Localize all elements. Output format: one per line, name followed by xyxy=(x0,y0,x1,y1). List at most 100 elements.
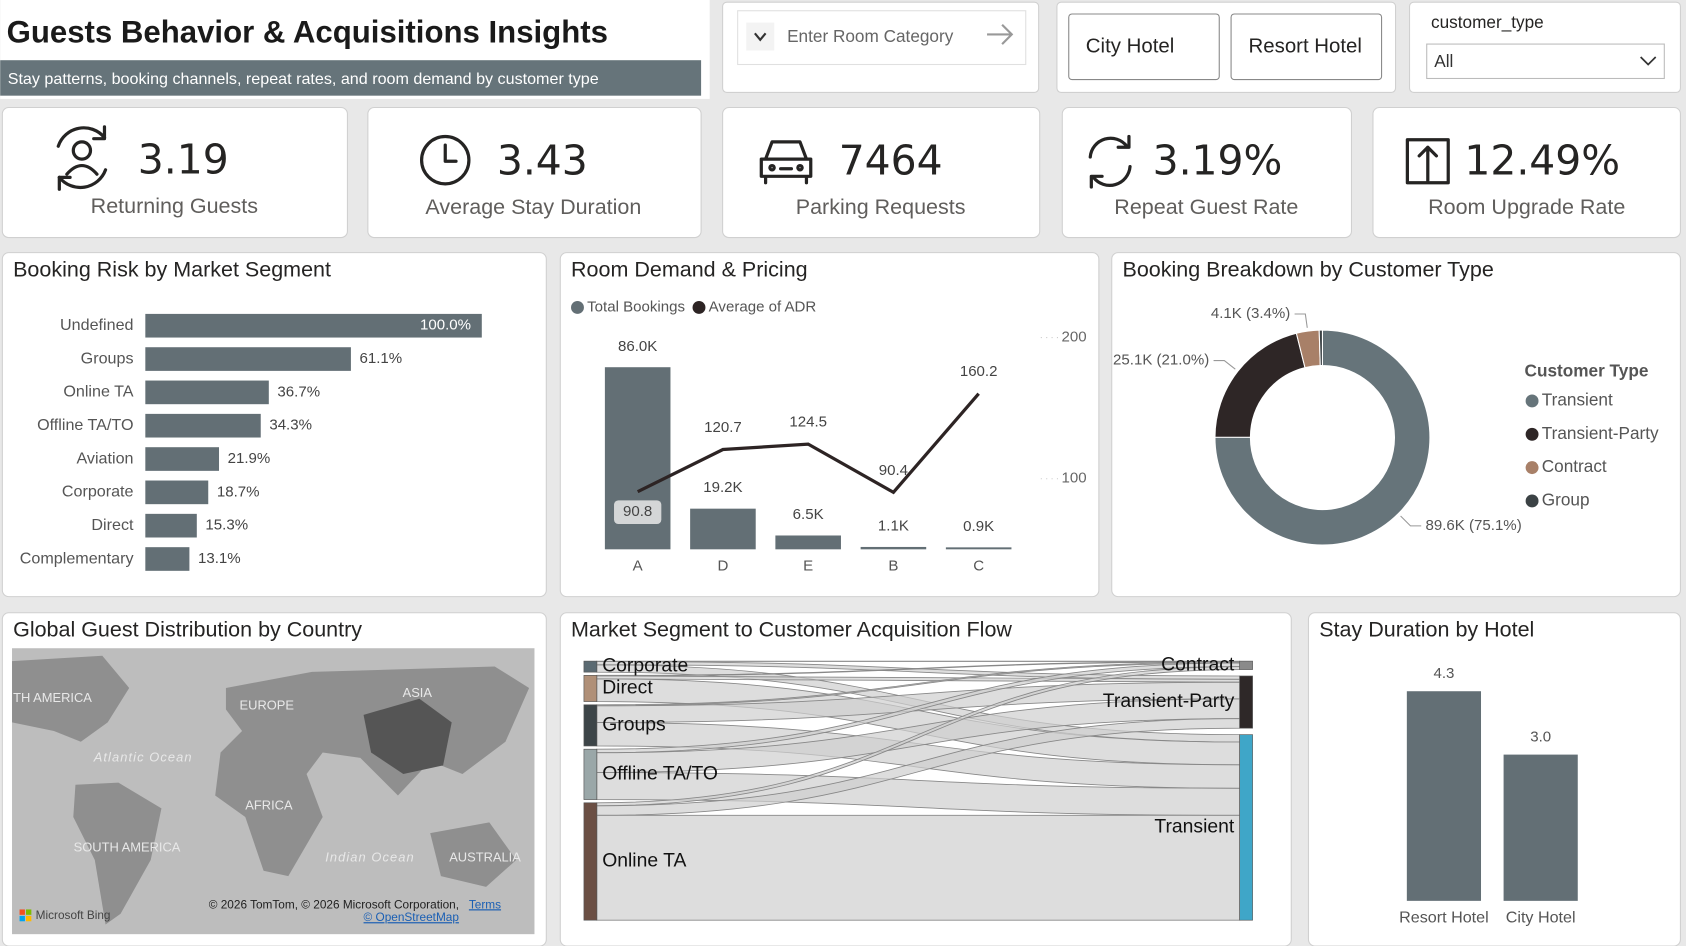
page-title: Guests Behavior & Acquisitions Insights xyxy=(7,15,608,50)
node-label: Corporate xyxy=(602,655,688,677)
dropdown-value: All xyxy=(1434,51,1453,71)
map-attribution: © 2026 TomTom, © 2026 Microsoft Corporat… xyxy=(209,897,459,911)
data-label: 3.0 xyxy=(1530,728,1551,745)
data-label: 6.5K xyxy=(793,506,824,523)
refresh-icon xyxy=(1088,134,1132,189)
legend-label: Transient xyxy=(1542,390,1613,410)
data-label: 19.2K xyxy=(703,479,742,496)
node-label: Online TA xyxy=(602,850,686,872)
data-label: 25.1K (21.0%) xyxy=(1113,352,1209,369)
chart-title: Global Guest Distribution by Country xyxy=(13,618,362,642)
data-label: 4.1K (3.4%) xyxy=(1211,305,1290,322)
bar xyxy=(145,547,190,571)
data-label: 1.1K xyxy=(878,518,909,535)
kpi-card xyxy=(1061,106,1353,239)
node-label: Transient-Party xyxy=(1103,690,1235,712)
legend-marker xyxy=(692,301,706,314)
legend-label: Group xyxy=(1542,489,1590,509)
data-label: 100.0% xyxy=(420,317,471,334)
dropdown[interactable] xyxy=(1426,43,1665,80)
bar xyxy=(145,413,261,438)
donut-segment xyxy=(1214,329,1431,546)
node-label: Transient xyxy=(1154,816,1235,838)
kpi-value: 7464 xyxy=(839,136,943,184)
data-label: 90.4 xyxy=(879,462,908,479)
x-tick-label: E xyxy=(803,557,813,574)
target-node xyxy=(1239,675,1253,729)
target-node xyxy=(1239,734,1253,921)
data-label: 15.3% xyxy=(205,517,248,534)
hotel-button[interactable] xyxy=(1068,13,1220,81)
x-tick-label: A xyxy=(633,557,643,574)
data-label: 13.1% xyxy=(198,550,241,567)
land xyxy=(215,666,530,877)
map-label: Indian Ocean xyxy=(325,849,415,864)
data-label: 18.7% xyxy=(217,483,260,500)
bar xyxy=(1503,754,1578,901)
legend-label: Average of ADR xyxy=(709,298,817,315)
map-label: AFRICA xyxy=(245,798,293,813)
page-subtitle: Stay patterns, booking channels, repeat … xyxy=(8,70,599,88)
search-box[interactable] xyxy=(737,10,1027,66)
kpi-card xyxy=(367,106,702,239)
chart-title: Booking Breakdown by Customer Type xyxy=(1123,258,1494,282)
kpi-card xyxy=(722,106,1041,239)
data-label: 61.1% xyxy=(360,350,403,367)
legend-label: Total Bookings xyxy=(587,298,685,315)
map-attribution: Microsoft Bing xyxy=(36,908,111,922)
map-attribution: © OpenStreetMap xyxy=(364,910,460,924)
x-tick-label: C xyxy=(973,557,984,574)
data-label: 120.7 xyxy=(704,419,742,436)
map-label: TH AMERICA xyxy=(13,690,92,705)
bar xyxy=(145,380,269,405)
chart-title: Market Segment to Customer Acquisition F… xyxy=(571,618,1012,642)
kpi-label: Returning Guests xyxy=(91,194,258,218)
data-label: 36.7% xyxy=(277,383,320,400)
legend-label: Contract xyxy=(1542,456,1607,476)
data-label: 34.3% xyxy=(269,417,312,434)
kpi-label: Room Upgrade Rate xyxy=(1428,195,1625,219)
y-tick-label: Corporate xyxy=(62,483,134,501)
legend-marker xyxy=(1525,394,1539,408)
label-box xyxy=(614,500,662,524)
kpi-value: 12.49% xyxy=(1464,136,1620,184)
legend-marker xyxy=(1525,461,1539,475)
node-label: Direct xyxy=(602,677,653,699)
legend-marker xyxy=(1525,494,1539,508)
chart-panel xyxy=(1,252,547,598)
chevron-box[interactable] xyxy=(746,22,775,51)
upgrade-icon xyxy=(1405,138,1450,185)
map-label: AUSTRALIA xyxy=(449,849,521,864)
data-label: 124.5 xyxy=(789,414,827,431)
map xyxy=(12,648,535,935)
leader-line xyxy=(1213,360,1236,370)
data-label: 160.2 xyxy=(960,363,998,380)
donut-segment xyxy=(1318,329,1323,367)
source-node xyxy=(583,704,598,747)
clock-icon xyxy=(419,134,471,186)
data-label: 89.6K (75.1%) xyxy=(1426,517,1522,534)
data-label: 4.3 xyxy=(1433,665,1454,682)
bar xyxy=(145,513,197,538)
submit-arrow[interactable] xyxy=(987,23,1014,45)
line xyxy=(636,392,980,495)
x-tick-label: Resort Hotel xyxy=(1399,908,1489,926)
y-tick-label: Direct xyxy=(91,516,134,534)
leader-line xyxy=(1400,515,1422,527)
hotel-button-label: Resort Hotel xyxy=(1249,36,1362,58)
y-tick-label: Online TA xyxy=(63,383,133,401)
flow-link xyxy=(596,814,1241,921)
map-label: Atlantic Ocean xyxy=(93,749,193,764)
chart-title: Stay Duration by Hotel xyxy=(1319,618,1534,642)
map-attribution: Terms xyxy=(469,897,501,911)
bing-logo xyxy=(26,909,32,915)
hotel-button[interactable] xyxy=(1230,13,1383,81)
land xyxy=(430,822,517,887)
map-label: EUROPE xyxy=(240,698,295,713)
y-tick-label: Undefined xyxy=(60,316,133,334)
x-tick-label: City Hotel xyxy=(1506,908,1576,926)
bar xyxy=(145,447,220,471)
bar xyxy=(860,546,927,550)
data-label: 86.0K xyxy=(618,338,657,355)
